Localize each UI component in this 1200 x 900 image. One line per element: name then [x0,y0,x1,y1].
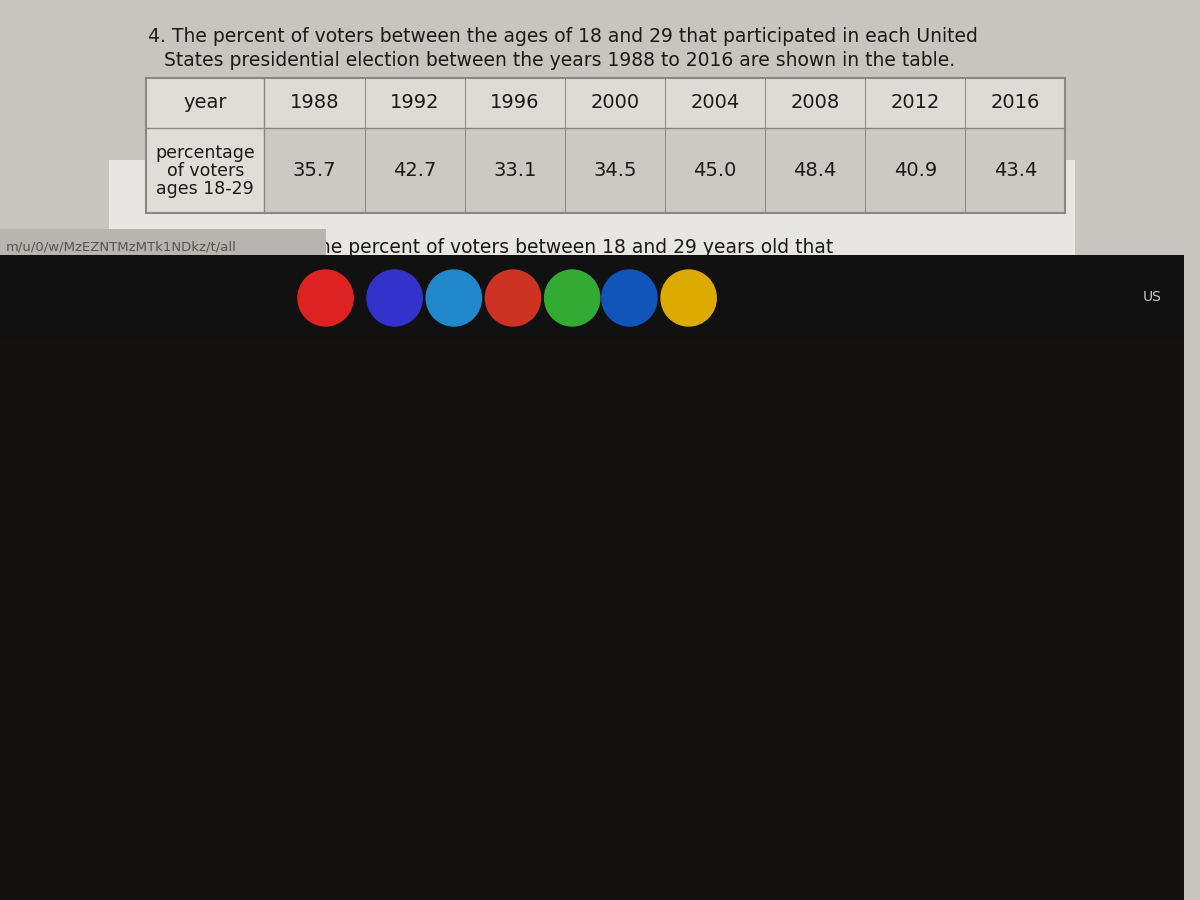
Bar [0,229,325,255]
Bar [766,128,865,213]
Text: 1996: 1996 [490,94,540,112]
Text: t: t [380,432,388,451]
Circle shape [661,270,716,326]
Text: 48.4: 48.4 [793,161,836,180]
Bar [365,128,464,213]
Circle shape [602,270,658,326]
Circle shape [485,270,541,326]
Bar [146,78,264,213]
Bar [865,128,965,213]
Bar [865,78,965,128]
Text: change between the two values. Determine the average rate of change.: change between the two values. Determine… [178,458,857,477]
Text: 2004: 2004 [690,94,739,112]
Bar [665,78,766,128]
Text: a. Determine the average rate of change for: a. Determine the average rate of change … [162,310,584,329]
Bar [0,340,1184,900]
Text: 34.5: 34.5 [593,161,637,180]
Bar [464,128,565,213]
Bar [264,128,365,213]
Bar [965,128,1066,213]
Text: 45.0: 45.0 [694,161,737,180]
Text: year: year [184,94,227,112]
Circle shape [545,270,600,326]
Circle shape [298,270,353,326]
Text: of voters: of voters [167,161,244,179]
Bar [565,78,665,128]
Text: 43.4: 43.4 [994,161,1037,180]
Text: 4. The percent of voters between the ages of 18 and 29 that participated in each: 4. The percent of voters between the age… [148,27,978,46]
Text: US: US [1142,290,1162,304]
Text: b. Pick two different values of: b. Pick two different values of [162,432,445,451]
Text: so that the function has a negative average rate of: so that the function has a negative aver… [389,432,875,451]
Circle shape [367,270,422,326]
Bar [365,78,464,128]
Bar [264,78,365,128]
Text: 2008: 2008 [791,94,840,112]
Text: 1992: 1992 [390,94,439,112]
Text: ages 18-29: ages 18-29 [156,179,254,197]
Text: percentage: percentage [155,143,256,161]
Text: m/u/0/w/MzEZNTMzMTk1NDkz/t/all: m/u/0/w/MzEZNTMzMTk1NDkz/t/all [6,241,236,254]
Text: gives the percent of voters between 18 and 29 years old that: gives the percent of voters between 18 a… [250,238,833,257]
Text: t: t [410,264,418,283]
Bar [565,128,665,213]
Bar [108,160,1075,715]
Bar [464,78,565,128]
Text: States presidential election between the years 1988 to 2016 are shown in the tab: States presidential election between the… [163,51,955,70]
Text: 2012: 2012 [890,94,940,112]
Text: The function: The function [146,238,269,257]
Bar [665,128,766,213]
Text: 2016: 2016 [991,94,1040,112]
Text: 33.1: 33.1 [493,161,536,180]
Bar [965,78,1066,128]
Text: 2000: 2000 [590,94,640,112]
Text: between 1992 and 2000.: between 1992 and 2000. [486,310,727,329]
Text: 1988: 1988 [289,94,340,112]
Text: 40.9: 40.9 [894,161,937,180]
Text: P: P [478,310,488,329]
Text: P: P [241,238,252,257]
Text: 35.7: 35.7 [293,161,336,180]
Bar [146,78,1066,213]
Bar [766,78,865,128]
Text: participated in the election in year: participated in the election in year [146,264,476,283]
Text: .: . [419,264,424,283]
Circle shape [426,270,481,326]
Bar [0,255,1184,340]
Text: 42.7: 42.7 [392,161,437,180]
